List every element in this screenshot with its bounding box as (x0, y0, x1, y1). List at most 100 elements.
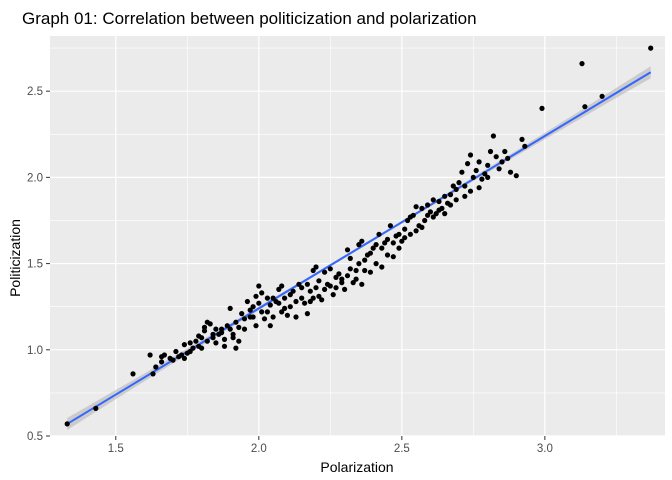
data-point (390, 254, 396, 260)
data-point (342, 286, 348, 292)
data-point (236, 324, 242, 330)
data-point (582, 104, 588, 110)
data-point (213, 340, 219, 346)
data-point (221, 336, 228, 342)
data-point (327, 266, 333, 272)
data-point (425, 212, 431, 218)
data-point (485, 162, 491, 168)
data-point (462, 183, 468, 189)
data-point (339, 276, 345, 282)
data-point (430, 214, 436, 220)
y-tick-label: 1.5 (27, 259, 43, 271)
y-tick-label: 2.0 (27, 172, 43, 184)
data-point (476, 185, 482, 191)
data-point (250, 314, 256, 320)
y-tick-label: 0.5 (27, 431, 43, 443)
data-point (453, 197, 459, 203)
data-point (159, 359, 165, 365)
data-point (201, 324, 208, 330)
data-point (648, 45, 654, 51)
data-point (419, 205, 425, 211)
data-point (147, 352, 153, 358)
data-point (267, 302, 273, 308)
data-point (310, 295, 316, 301)
data-point (396, 231, 402, 237)
data-point (379, 245, 385, 251)
data-point (241, 316, 248, 322)
data-point (293, 314, 299, 320)
data-point (302, 300, 308, 306)
data-point (447, 202, 454, 208)
data-point (579, 61, 585, 67)
data-point (476, 159, 482, 165)
data-point (473, 167, 479, 174)
data-point (513, 173, 519, 179)
data-point (396, 245, 402, 251)
data-point (419, 224, 425, 230)
data-point (387, 223, 393, 229)
data-point (384, 236, 391, 242)
data-point (450, 183, 456, 189)
data-point (407, 214, 413, 220)
data-point (204, 338, 210, 344)
data-point (467, 152, 474, 158)
data-point (459, 169, 465, 175)
data-point (307, 298, 313, 305)
data-point (270, 314, 276, 320)
data-point (359, 281, 365, 287)
data-point (413, 228, 419, 234)
data-point (376, 231, 382, 237)
data-point (313, 285, 319, 291)
data-point (347, 266, 353, 272)
data-point (367, 250, 373, 256)
data-point (485, 174, 491, 180)
data-point (153, 364, 159, 370)
data-point (219, 330, 225, 336)
y-axis-title: Politicization (7, 219, 23, 297)
y-tick-label: 2.5 (27, 86, 43, 98)
y-tick-label: 1.0 (27, 345, 43, 357)
data-point (367, 269, 373, 275)
data-point (384, 252, 391, 258)
data-point (493, 154, 499, 160)
data-point (287, 292, 293, 298)
data-point (362, 257, 368, 263)
data-point (282, 305, 288, 311)
data-point (356, 242, 362, 248)
data-point (253, 293, 259, 299)
data-point (599, 93, 605, 99)
data-point (362, 267, 368, 274)
data-point (159, 354, 165, 360)
data-point (496, 166, 502, 172)
data-point (313, 264, 319, 270)
data-point (310, 267, 316, 274)
data-point (276, 300, 282, 306)
data-point (287, 304, 293, 310)
data-point (433, 211, 439, 217)
data-point (193, 338, 199, 344)
data-point (190, 345, 196, 351)
data-point (187, 340, 193, 346)
data-point (304, 281, 310, 287)
data-point (256, 300, 262, 306)
data-point (499, 159, 505, 165)
data-point (373, 261, 379, 267)
data-point (93, 405, 99, 411)
data-point (233, 319, 239, 325)
data-point (304, 311, 310, 317)
x-tick-label: 2.0 (251, 443, 267, 455)
data-point (436, 207, 442, 213)
data-point (64, 421, 70, 427)
data-point (467, 188, 474, 194)
data-point (327, 283, 333, 289)
data-point (199, 345, 205, 351)
data-point (442, 211, 448, 217)
data-point (373, 242, 379, 248)
data-point (322, 286, 328, 292)
chart-title: Graph 01: Correlation between politiciza… (22, 9, 477, 28)
data-point (453, 186, 459, 192)
data-point (259, 290, 265, 296)
data-point (539, 105, 545, 111)
data-point (236, 338, 242, 344)
data-point (407, 231, 413, 237)
